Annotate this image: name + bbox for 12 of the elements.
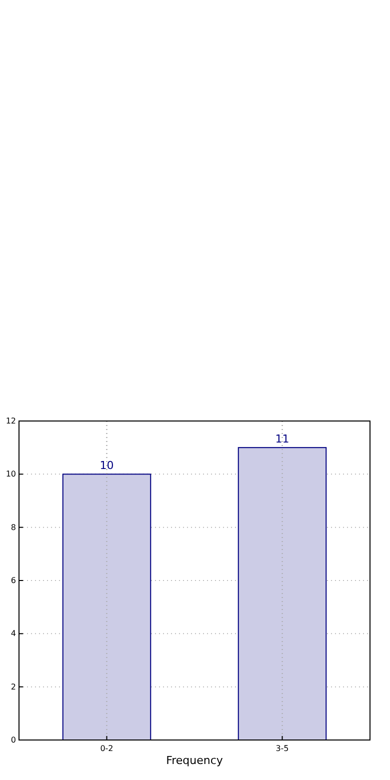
y-tick-label: 0 — [10, 736, 16, 745]
data-label: 11 — [275, 432, 290, 446]
x-tick-label: 3-5 — [276, 744, 289, 753]
y-tick-label: 12 — [6, 416, 16, 426]
y-tick-label: 10 — [6, 470, 16, 479]
y-tick-label: 4 — [10, 629, 16, 638]
y-tick-label: 2 — [10, 682, 16, 692]
y-tick-label: 8 — [10, 522, 16, 532]
x-axis-title: Frequency — [166, 754, 224, 767]
x-tick-label: 0-2 — [100, 744, 114, 753]
data-label: 10 — [100, 459, 114, 472]
y-tick-label: 6 — [10, 576, 16, 586]
